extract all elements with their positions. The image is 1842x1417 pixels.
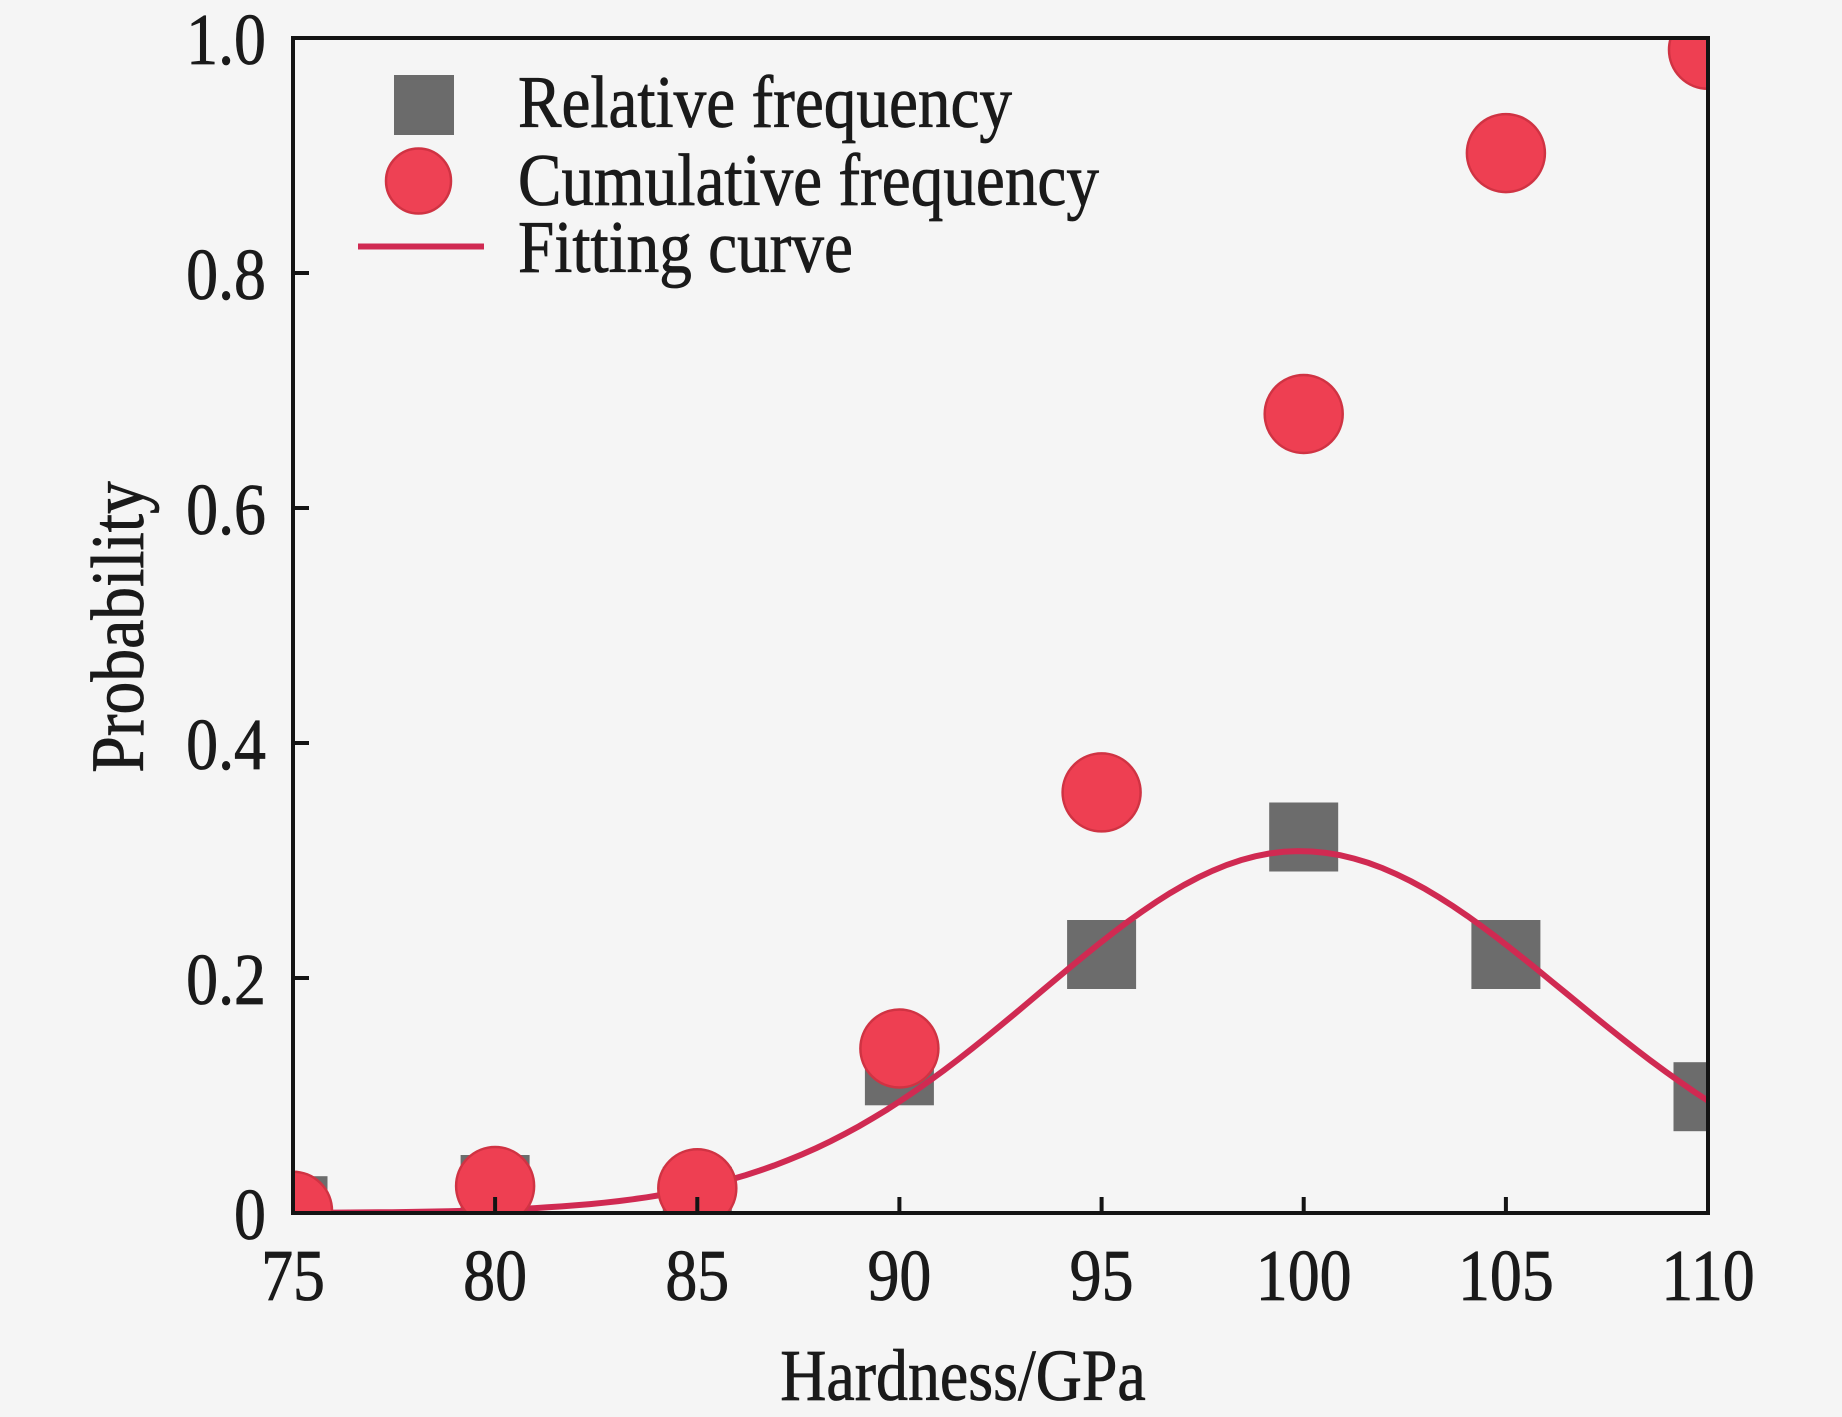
svg-text:95: 95 <box>1070 1235 1134 1316</box>
svg-text:90: 90 <box>867 1235 931 1316</box>
svg-text:0.2: 0.2 <box>186 939 266 1020</box>
svg-text:Relative frequency: Relative frequency <box>518 62 1012 144</box>
svg-text:0.4: 0.4 <box>186 704 266 785</box>
svg-text:105: 105 <box>1458 1235 1554 1316</box>
svg-text:Hardness/GPa: Hardness/GPa <box>780 1335 1145 1416</box>
svg-text:80: 80 <box>463 1235 527 1316</box>
svg-text:Cumulative frequency: Cumulative frequency <box>518 140 1099 222</box>
svg-text:85: 85 <box>665 1235 729 1316</box>
svg-text:1.0: 1.0 <box>186 0 266 80</box>
svg-text:0: 0 <box>234 1174 266 1255</box>
svg-text:0.8: 0.8 <box>186 234 266 315</box>
svg-text:Fitting curve: Fitting curve <box>518 207 853 289</box>
svg-text:100: 100 <box>1256 1235 1352 1316</box>
svg-text:0.6: 0.6 <box>186 469 266 550</box>
svg-text:Probability: Probability <box>77 481 160 773</box>
svg-text:75: 75 <box>261 1235 325 1316</box>
svg-text:110: 110 <box>1661 1235 1754 1316</box>
